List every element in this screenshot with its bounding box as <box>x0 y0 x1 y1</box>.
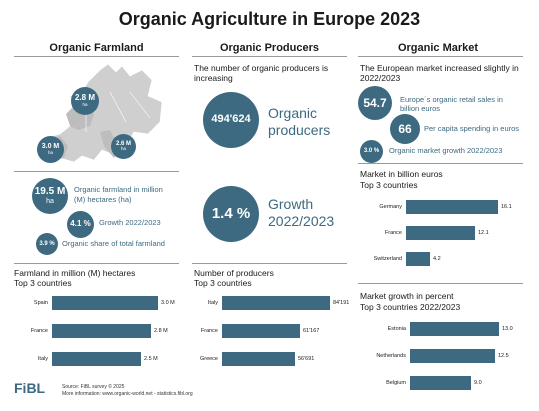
market-percapita-bubble: 66 <box>390 114 420 144</box>
bar-category-label: Switzerland <box>373 256 402 262</box>
footer-info: More information: www.organic-world.net … <box>62 391 193 397</box>
divider <box>14 56 179 57</box>
bar-category-label: Netherlands <box>376 353 406 359</box>
chart-market-growth-subtitle: Top 3 countries 2022/2023 <box>360 302 461 312</box>
bar <box>406 252 430 266</box>
divider <box>192 263 347 264</box>
market-intro: The European market increased slightly i… <box>360 63 519 83</box>
footer-source: Source: FiBL survey © 2025 <box>62 384 125 390</box>
producers-count-text: Organic producers <box>268 105 331 138</box>
bar <box>410 376 471 390</box>
farmland-share-bubble: 3.9 % <box>36 233 58 255</box>
fibl-logo: FiBL <box>14 380 46 396</box>
bar <box>52 352 141 366</box>
bar-category-label: France <box>384 230 402 236</box>
bar-value-label: 4.2 <box>433 256 441 262</box>
bar-category-label: France <box>200 328 218 334</box>
market-column-header: Organic Market <box>397 42 479 54</box>
bar <box>222 324 300 338</box>
bar-value-label: 13.0 <box>502 326 513 332</box>
farmland-growth-bubble: 4.1 % <box>67 211 94 238</box>
bar-value-label: 61'167 <box>303 328 320 334</box>
bar-value-label: 2.5 M <box>144 356 158 362</box>
chart-market-growth: Estonia 13.0 Netherlands 12.5 Belgium 9.0 <box>360 318 525 396</box>
chart-market-title: Market in billion euros <box>360 169 443 179</box>
producers-growth-text: Growth 2022/2023 <box>268 196 335 229</box>
chart-market-growth-title: Market growth in percent <box>360 291 454 301</box>
bar-category-label: Greece <box>199 356 218 362</box>
bar <box>222 352 295 366</box>
chart-market-subtitle: Top 3 countries <box>360 180 418 190</box>
divider <box>358 56 523 57</box>
chart-farmland-subtitle: Top 3 countries <box>14 278 72 288</box>
chart-farmland: Spain 3.0 M France 2.8 M Italy 2.5 M <box>14 290 184 380</box>
bar-value-label: 84'191 <box>333 300 350 306</box>
market-sales-text: Europe´s organic retail sales in billion… <box>400 95 503 113</box>
bar <box>410 349 495 363</box>
bar-value-label: 56'691 <box>298 356 315 362</box>
market-growth-text: Organic market growth 2022/2023 <box>389 146 503 155</box>
farmland-column-header: Organic Farmland <box>49 42 144 54</box>
market-sales-bubble: 54.7 <box>358 86 392 120</box>
bar <box>406 200 498 214</box>
bar-value-label: 2.8 M <box>154 328 168 334</box>
divider <box>358 163 523 164</box>
bar <box>406 226 475 240</box>
chart-producers-subtitle: Top 3 countries <box>194 278 252 288</box>
bar <box>410 322 499 336</box>
bar-category-label: Italy <box>37 356 48 362</box>
farmland-growth-text: Growth 2022/2023 <box>99 218 161 227</box>
bar-value-label: 12.1 <box>478 230 489 236</box>
chart-market: Germany 16.1 France 12.1 Switzerland 4.2 <box>360 196 525 276</box>
producers-column-header: Organic Producers <box>219 42 320 54</box>
bar-category-label: Belgium <box>386 380 406 386</box>
bar <box>222 296 330 310</box>
bar-category-label: France <box>30 328 48 334</box>
bar-category-label: Italy <box>207 300 218 306</box>
chart-farmland-title: Farmland in million (M) hectares <box>14 268 136 278</box>
producers-growth-bubble: 1.4 % <box>203 186 259 242</box>
bar-category-label: Spain <box>33 300 48 306</box>
chart-producers: Italy 84'191 France 61'167 Greece 56'691 <box>194 290 354 380</box>
bar-value-label: 9.0 <box>474 380 482 386</box>
farmland-share-text: Organic share of total farmland <box>62 239 165 248</box>
bar-value-label: 12.5 <box>498 353 509 359</box>
producers-count-bubble: 494'624 <box>203 92 259 148</box>
farmland-area-text: Organic farmland in million (M) hectares… <box>74 185 163 204</box>
page-title: Organic Agriculture in Europe 2023 <box>118 9 421 29</box>
chart-producers-title: Number of producers <box>194 268 274 278</box>
bar-value-label: 16.1 <box>501 204 512 210</box>
divider <box>358 283 523 284</box>
bar-category-label: Germany <box>379 204 402 210</box>
bar-value-label: 3.0 M <box>161 300 175 306</box>
market-percapita-text: Per capita spending in euros <box>424 124 520 133</box>
divider <box>192 56 347 57</box>
divider <box>14 171 179 172</box>
bar-category-label: Estonia <box>387 326 406 332</box>
bar <box>52 296 158 310</box>
market-growth-bubble: 3.0 % <box>360 140 383 163</box>
divider <box>14 263 179 264</box>
bar <box>52 324 151 338</box>
producers-intro: The number of organic producers is incre… <box>194 63 329 83</box>
